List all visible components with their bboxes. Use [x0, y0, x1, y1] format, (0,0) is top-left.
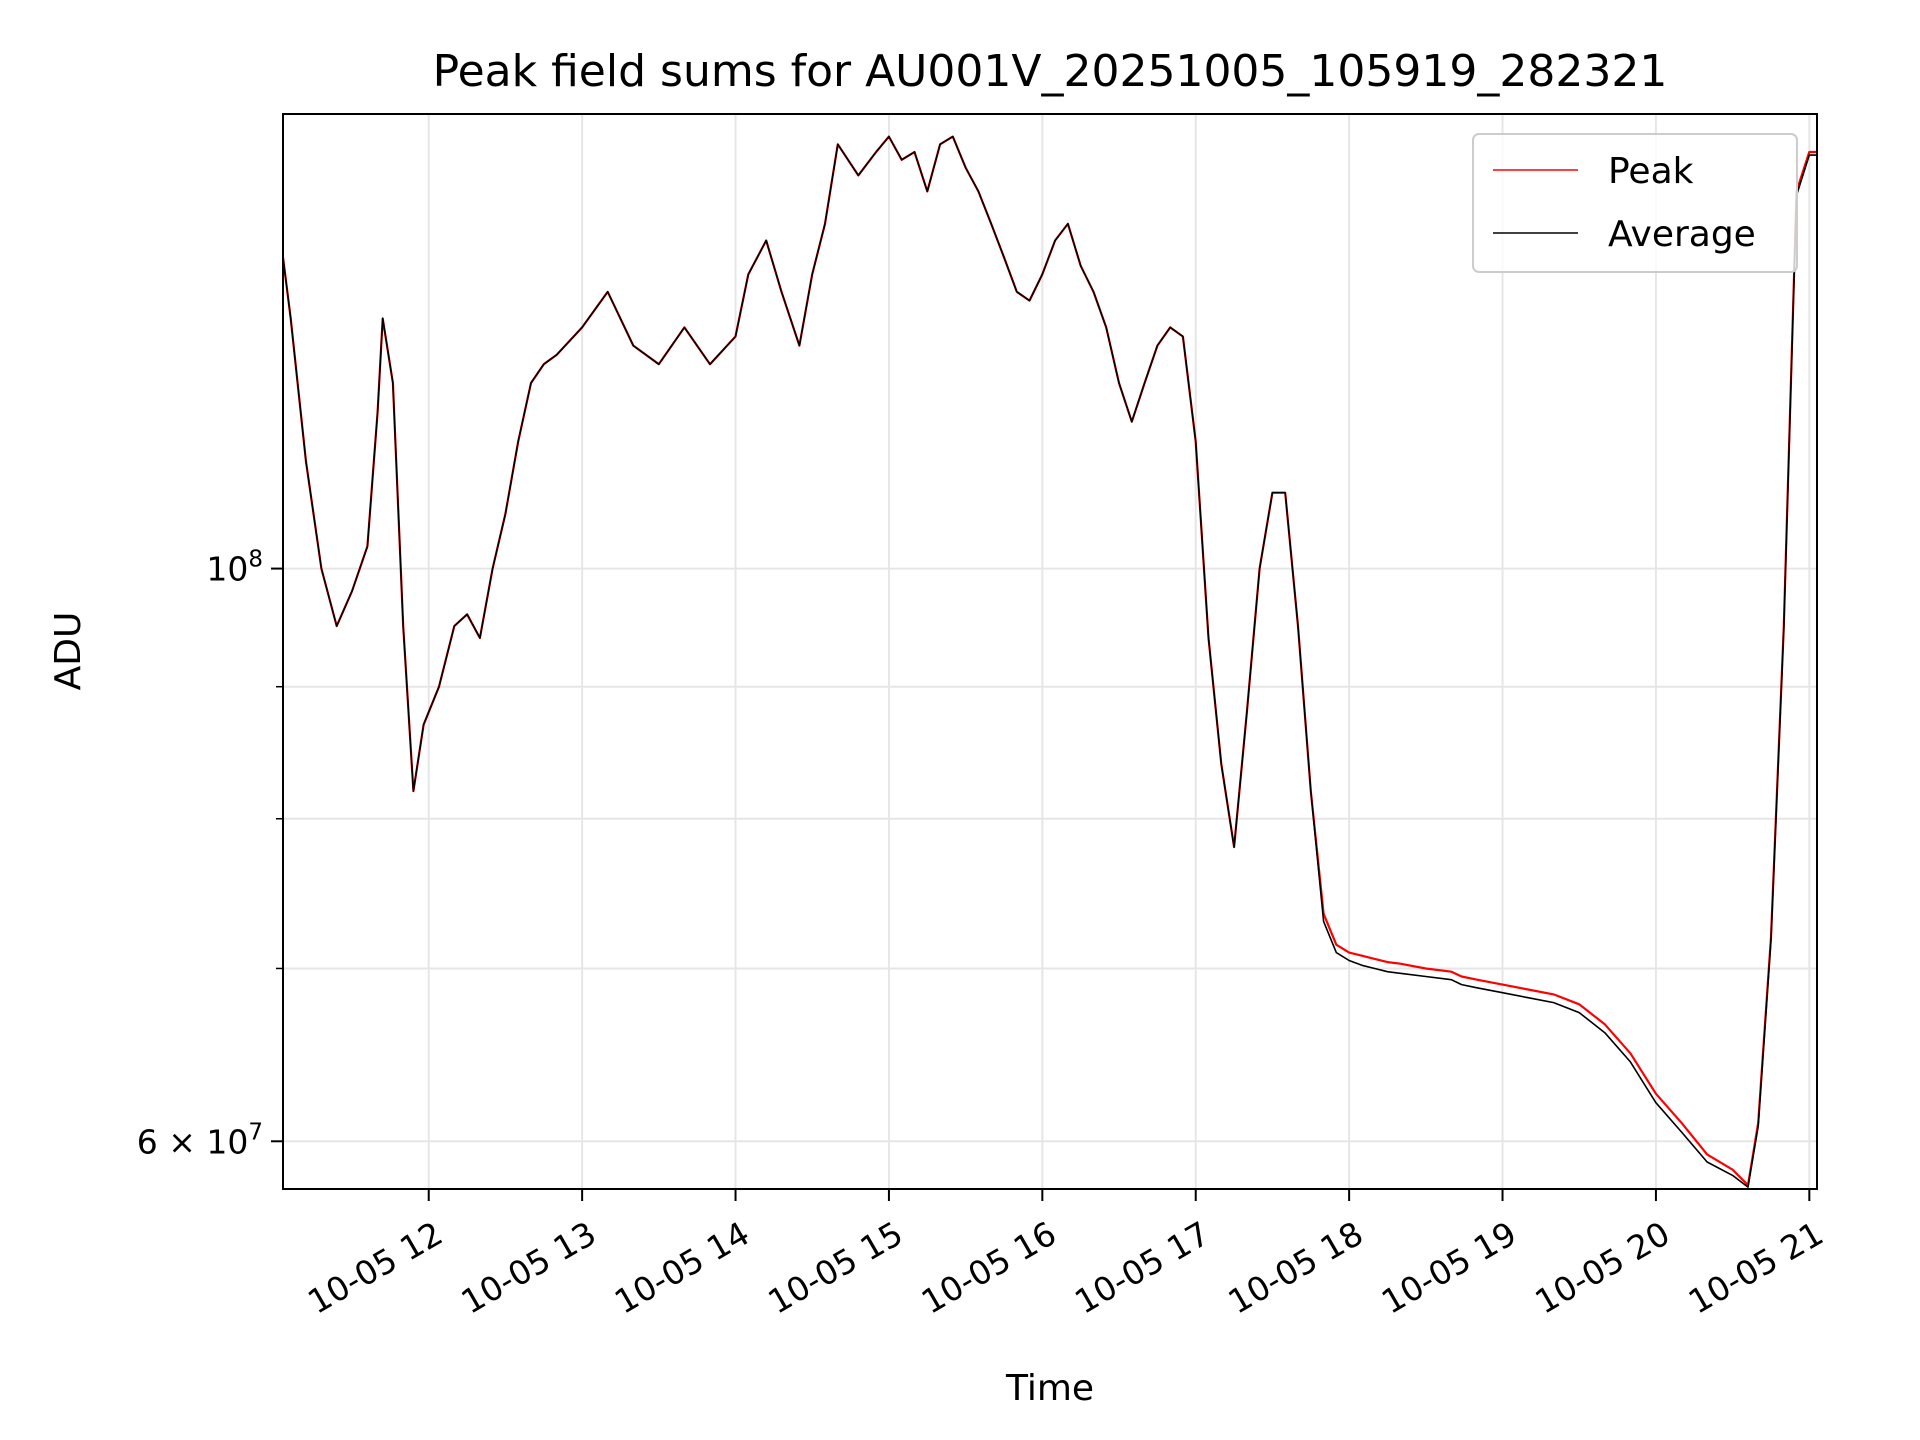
legend-label-peak: Peak — [1608, 151, 1694, 192]
legend: Peak Average — [1472, 133, 1798, 273]
x-axis-label: Time — [1005, 1368, 1094, 1409]
grid — [283, 114, 1817, 1189]
y-axis-label: ADU — [48, 612, 89, 691]
series-line-average — [282, 135, 1817, 1188]
y-tick-label: 108 — [206, 547, 263, 589]
plot-frame — [282, 113, 1818, 1190]
legend-label-average: Average — [1608, 214, 1756, 255]
legend-box — [1472, 133, 1798, 273]
y-axis: 108 6 × 107 — [137, 547, 283, 1161]
chart-title: Peak field sums for AU001V_20251005_1059… — [433, 46, 1668, 97]
y-tick-label: 6 × 107 — [137, 1119, 263, 1161]
series-layer — [281, 135, 1817, 1188]
